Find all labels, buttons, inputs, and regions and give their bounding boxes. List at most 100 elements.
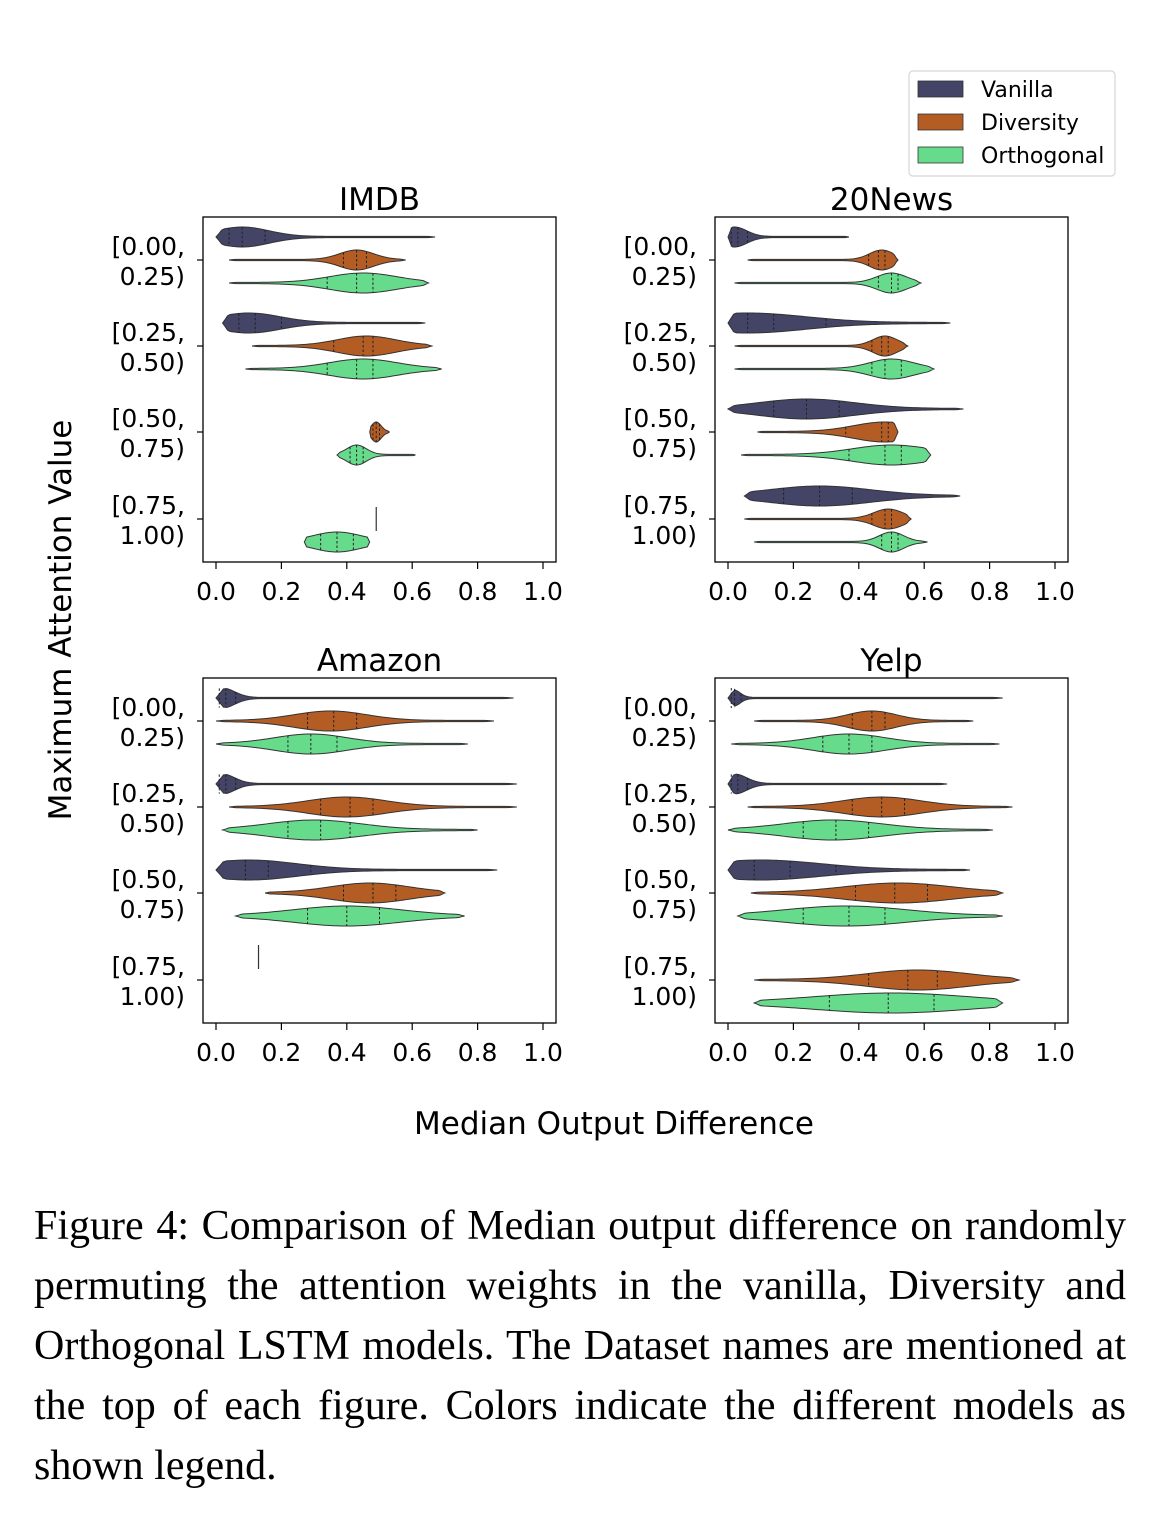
violin-yelp-orthogonal-3 [752,992,1004,1014]
y-tick-label: [0.00, [624,693,697,722]
violin-amazon-vanilla-1 [215,774,517,794]
violin-yelp-diversity-0 [754,710,974,732]
x-tick-label: 0.2 [262,1038,302,1067]
violin-20news-vanilla-2 [726,398,964,420]
violin-20news-orthogonal-0 [734,272,923,294]
panel-frame-20news [714,216,1069,563]
violin-imdb-vanilla-1 [221,312,426,334]
y-tick-label: [0.25, [112,779,185,808]
violin-yelp-diversity-3 [754,969,1021,991]
legend: Vanilla Diversity Orthogonal [908,70,1116,177]
x-tick-label: 0.4 [327,1038,367,1067]
violin-imdb-diversity-0 [229,249,406,271]
violin-amazon-diversity-2 [264,882,447,904]
y-tick-label: [0.75, [112,491,185,520]
y-tick-label: [0.50, [624,404,697,433]
y-tick-label: 0.25) [120,723,185,752]
violin-figure: Vanilla Diversity Orthogonal Maximum Atten… [43,70,1116,1142]
violin-20news-vanilla-0 [727,226,850,248]
x-tick-label: 1.0 [523,1038,563,1067]
violin-amazon-diversity-0 [215,710,494,732]
x-tick-label: 1.0 [523,577,563,606]
x-tick-label: 0.2 [774,577,814,606]
violin-20news-diversity-3 [744,508,912,530]
x-tick-label: 0.6 [392,577,432,606]
violin-20news-orthogonal-1 [734,358,936,380]
violin-imdb-vanilla-0 [215,226,436,248]
violin-yelp-orthogonal-2 [736,905,1003,927]
x-tick-label: 0.8 [458,577,498,606]
x-tick-label: 0.2 [262,577,302,606]
y-tick-label: [0.50, [624,865,697,894]
x-tick-label: 0.8 [970,1038,1010,1067]
y-tick-label: [0.25, [112,318,185,347]
y-tick-label: 0.50) [120,809,185,838]
x-tick-label: 0.0 [708,1038,748,1067]
y-tick-label: 1.00) [632,521,697,550]
y-tick-label: 0.25) [632,723,697,752]
panel-frame-amazon [202,677,557,1024]
panel-title-imdb: IMDB [339,182,420,218]
legend-label-vanilla: Vanilla [981,78,1054,103]
violin-20news-orthogonal-2 [741,444,932,466]
violin-imdb-diversity-1 [251,335,434,357]
panel-frame-imdb [202,216,557,563]
violin-yelp-vanilla-0 [727,689,1003,707]
legend-label-orthogonal: Orthogonal [981,144,1104,169]
y-tick-label: [0.75, [624,952,697,981]
y-tick-label: [0.00, [112,693,185,722]
y-tick-label: 0.25) [632,262,697,291]
y-tick-label: 0.50) [120,348,185,377]
violin-amazon-vanilla-0 [215,688,514,708]
x-tick-label: 0.2 [774,1038,814,1067]
y-tick-label: 0.25) [120,262,185,291]
violin-20news-diversity-0 [747,249,899,271]
x-tick-label: 0.8 [458,1038,498,1067]
figure-caption: Figure 4: Comparison of Median output di… [34,1203,1126,1489]
y-tick-label: 1.00) [120,521,185,550]
y-tick-label: [0.00, [624,232,697,261]
y-tick-label: 0.75) [632,434,697,463]
x-tick-label: 0.0 [196,1038,236,1067]
y-tick-label: 1.00) [120,982,185,1011]
violin-20news-diversity-2 [757,421,899,443]
y-tick-label: [0.50, [112,404,185,433]
x-tick-label: 0.4 [839,1038,879,1067]
x-tick-label: 0.4 [327,577,367,606]
legend-swatch-diversity [917,113,964,131]
y-axis-label: Maximum Attention Value [43,420,79,821]
panel-title-yelp: Yelp [859,643,922,679]
violin-yelp-orthogonal-1 [727,819,993,841]
violin-amazon-orthogonal-1 [220,819,478,841]
y-tick-label: [0.75, [624,491,697,520]
panel-title-amazon: Amazon [317,643,442,679]
violin-20news-diversity-1 [734,335,909,357]
y-tick-label: 1.00) [632,982,697,1011]
violin-imdb-orthogonal-0 [229,272,430,294]
x-tick-label: 0.6 [904,577,944,606]
panel-20news: 20News 0.0 0.2 0.4 0.6 0.8 1.0 [0.00,0.25) [0.25… [624,182,1075,606]
violin-20news-orthogonal-3 [754,531,928,553]
panel-frame-yelp [714,677,1069,1024]
x-tick-label: 0.8 [970,577,1010,606]
violin-yelp-diversity-1 [747,796,1013,818]
violin-yelp-vanilla-1 [727,773,948,795]
y-tick-label: 0.75) [632,895,697,924]
y-tick-label: [0.00, [112,232,185,261]
y-tick-label: [0.25, [624,779,697,808]
y-tick-label: [0.50, [112,865,185,894]
violin-imdb-orthogonal-1 [245,358,442,380]
y-tick-label: [0.75, [112,952,185,981]
x-tick-label: 0.6 [904,1038,944,1067]
panel-amazon: Amazon 0.0 0.2 0.4 0.6 0.8 1.0 [0.00,0.25) [0.25… [112,643,563,1067]
x-tick-label: 1.0 [1035,1038,1075,1067]
violin-amazon-vanilla-2 [215,859,498,881]
y-tick-label: 0.50) [632,809,697,838]
violin-20news-vanilla-1 [727,312,951,334]
legend-swatch-orthogonal [917,146,964,164]
y-tick-label: 0.75) [120,434,185,463]
legend-label-diversity: Diversity [981,111,1079,136]
